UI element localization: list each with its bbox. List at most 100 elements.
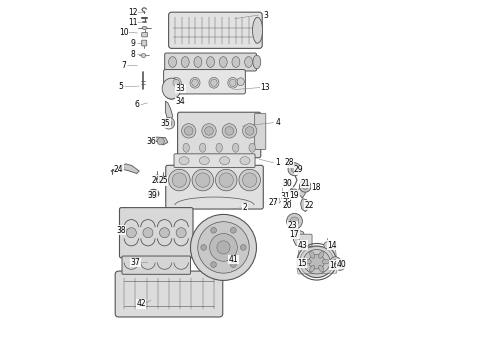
Text: 16: 16: [329, 261, 339, 270]
Ellipse shape: [322, 260, 329, 264]
Circle shape: [205, 127, 213, 135]
Polygon shape: [297, 246, 338, 274]
Ellipse shape: [245, 57, 252, 67]
Text: 12: 12: [128, 8, 138, 17]
Circle shape: [290, 217, 299, 226]
Circle shape: [166, 121, 172, 126]
Ellipse shape: [199, 157, 209, 165]
Circle shape: [243, 173, 257, 187]
Ellipse shape: [173, 79, 179, 86]
Text: 26: 26: [151, 176, 161, 185]
Text: 14: 14: [327, 241, 337, 250]
Circle shape: [219, 173, 233, 187]
Ellipse shape: [228, 77, 238, 88]
Circle shape: [241, 244, 246, 250]
Text: 35: 35: [161, 119, 170, 128]
Text: 33: 33: [175, 84, 185, 93]
Ellipse shape: [232, 143, 239, 152]
Text: 32: 32: [283, 198, 292, 207]
FancyBboxPatch shape: [174, 154, 255, 167]
FancyBboxPatch shape: [177, 112, 261, 158]
Text: 21: 21: [300, 179, 310, 188]
Circle shape: [324, 242, 331, 249]
Circle shape: [222, 124, 237, 138]
Ellipse shape: [309, 255, 325, 269]
Text: 7: 7: [122, 61, 126, 70]
Ellipse shape: [237, 78, 245, 86]
FancyBboxPatch shape: [255, 113, 266, 149]
FancyBboxPatch shape: [115, 271, 223, 317]
Circle shape: [201, 244, 207, 250]
Ellipse shape: [232, 57, 240, 67]
Text: 36: 36: [146, 137, 156, 146]
Text: 9: 9: [131, 39, 136, 48]
Circle shape: [291, 189, 298, 196]
Circle shape: [285, 199, 290, 204]
Circle shape: [143, 228, 153, 238]
Circle shape: [160, 176, 167, 183]
Text: 19: 19: [290, 190, 299, 199]
Circle shape: [202, 124, 216, 138]
Circle shape: [191, 215, 256, 280]
Ellipse shape: [230, 79, 236, 86]
Circle shape: [169, 169, 190, 191]
Circle shape: [198, 222, 249, 273]
Ellipse shape: [142, 27, 147, 30]
Circle shape: [287, 213, 302, 229]
Ellipse shape: [181, 57, 189, 67]
Polygon shape: [300, 199, 309, 212]
Text: 30: 30: [282, 179, 292, 188]
Circle shape: [335, 260, 345, 270]
Polygon shape: [155, 137, 168, 145]
Circle shape: [333, 260, 338, 265]
Ellipse shape: [318, 252, 324, 258]
Ellipse shape: [318, 265, 324, 272]
Ellipse shape: [310, 265, 315, 272]
Ellipse shape: [304, 260, 311, 264]
Text: 8: 8: [131, 50, 136, 59]
Text: 3: 3: [263, 10, 268, 19]
Circle shape: [162, 178, 165, 181]
FancyBboxPatch shape: [166, 165, 263, 209]
Ellipse shape: [179, 157, 189, 165]
FancyBboxPatch shape: [142, 33, 147, 37]
Text: 22: 22: [305, 201, 314, 210]
Circle shape: [176, 228, 186, 238]
Ellipse shape: [300, 246, 334, 278]
Ellipse shape: [252, 17, 263, 43]
Text: 4: 4: [275, 118, 280, 127]
Circle shape: [291, 166, 298, 172]
Circle shape: [160, 228, 170, 238]
Ellipse shape: [190, 77, 200, 88]
Circle shape: [338, 263, 343, 268]
Circle shape: [230, 228, 236, 233]
Circle shape: [163, 118, 175, 129]
Ellipse shape: [209, 77, 219, 88]
Text: 11: 11: [128, 18, 138, 27]
Text: 1: 1: [275, 158, 280, 167]
Circle shape: [210, 234, 237, 261]
Ellipse shape: [303, 249, 330, 274]
Circle shape: [126, 228, 136, 238]
Text: 18: 18: [311, 183, 321, 192]
Ellipse shape: [192, 79, 198, 86]
Circle shape: [211, 262, 217, 267]
Text: 43: 43: [297, 241, 307, 250]
Text: 13: 13: [260, 83, 270, 92]
Circle shape: [196, 173, 210, 187]
Text: 29: 29: [294, 166, 304, 175]
Ellipse shape: [169, 57, 176, 67]
Circle shape: [243, 124, 257, 138]
Text: 42: 42: [136, 299, 146, 308]
Circle shape: [275, 198, 280, 203]
Circle shape: [230, 262, 236, 267]
Circle shape: [141, 53, 146, 58]
Ellipse shape: [253, 55, 261, 69]
FancyBboxPatch shape: [164, 69, 245, 94]
Circle shape: [184, 127, 193, 135]
Text: 17: 17: [290, 230, 299, 239]
Text: 37: 37: [131, 258, 141, 267]
Polygon shape: [294, 230, 305, 245]
Circle shape: [245, 127, 254, 135]
Text: 27: 27: [269, 198, 278, 207]
